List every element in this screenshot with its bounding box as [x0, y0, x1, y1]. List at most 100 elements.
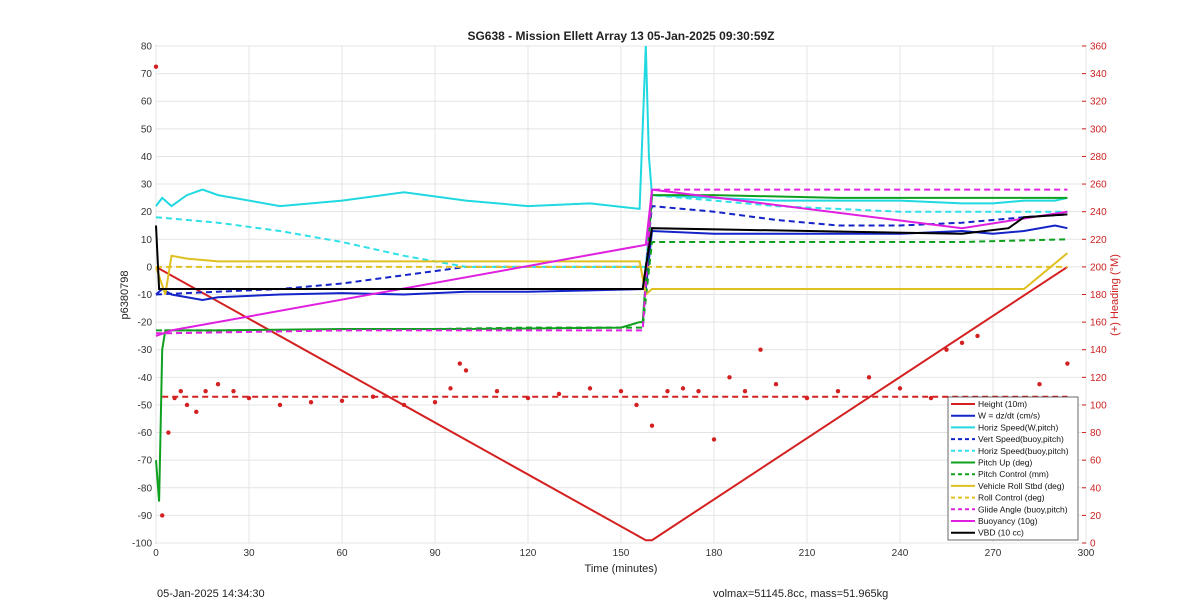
heading-point: [308, 399, 314, 405]
legend-entry: Height (10m): [978, 399, 1027, 409]
legend-entry: Vert Speed(buoy,pitch): [978, 434, 1064, 444]
y2-tick-label: 160: [1090, 318, 1107, 329]
series-pitch-up-deg: [155, 194, 1068, 502]
heading-point: [1065, 361, 1070, 366]
legend-entry: Vehicle Roll Stbd (deg): [978, 481, 1065, 491]
heading-point: [928, 395, 934, 401]
legend-box: [947, 396, 1079, 541]
y2-tick-label: 180: [1090, 290, 1107, 301]
heading-point: [457, 361, 462, 366]
x-tick-label: 270: [985, 548, 1002, 559]
heading-point: [494, 388, 500, 394]
y2-tick-label: 320: [1090, 97, 1107, 108]
y-tick-label: 50: [141, 124, 153, 135]
series-horiz-speed-w-pitch: [155, 45, 1068, 211]
y2-tick-label: 80: [1090, 428, 1102, 439]
heading-point: [618, 388, 624, 394]
heading-point: [203, 388, 208, 394]
series-horiz-speed-buoy-pitch: [155, 194, 1068, 268]
legend-entry: Pitch Up (deg): [978, 458, 1032, 468]
y-axis-ticks: 80 70 60 50 40 30 20 10 0 -10 -20 -30 -40 -50 -60 -70 -8…: [132, 42, 152, 550]
legend-entry: Horiz Speed(buoy,pitch): [978, 446, 1069, 456]
chart-title: SG638 - Mission Ellett Array 13 05-Jan-2…: [467, 29, 774, 43]
series-vbd-10-cc: [155, 213, 1068, 290]
series-height-10m: [155, 266, 1068, 542]
y-tick-label: -90: [138, 511, 153, 522]
x-tick-label: 60: [336, 548, 348, 559]
heading-point: [711, 437, 717, 442]
y-tick-label: -40: [138, 373, 153, 384]
x-tick-label: 180: [706, 548, 723, 559]
y2-tick-label: 0: [1090, 539, 1096, 550]
heading-point: [178, 388, 183, 394]
heading-point: [742, 388, 748, 394]
footer-stats: volmax=51145.8cc, mass=51.965kg: [713, 588, 889, 600]
y2-tick-label: 120: [1090, 373, 1107, 384]
y-tick-label: -30: [138, 345, 153, 356]
legend-entry: Pitch Control (mm): [978, 469, 1049, 479]
heading-point: [215, 382, 221, 387]
heading-point: [897, 386, 903, 391]
y2-tick-label: 260: [1090, 180, 1107, 191]
heading-point: [166, 430, 171, 435]
x-tick-label: 240: [892, 548, 909, 559]
y2-tick-label: 240: [1090, 207, 1107, 218]
x-tick-label: 150: [613, 548, 630, 559]
heading-point: [184, 402, 190, 408]
x-tick-label: 120: [520, 548, 537, 559]
y2-tick-label: 220: [1090, 235, 1107, 246]
heading-point: [432, 399, 438, 405]
y2-axis-ticks: 3603403203002802602402202001801601401201…: [1082, 42, 1107, 550]
legend-entry: Buoyancy (10g): [978, 516, 1038, 526]
x-tick-label: 0: [153, 548, 159, 559]
y-tick-label: -10: [138, 290, 153, 301]
y-tick-label: 80: [141, 42, 153, 53]
y-tick-label: 60: [141, 97, 153, 108]
y2-tick-label: 140: [1090, 345, 1107, 356]
x-tick-label: 300: [1078, 548, 1095, 559]
y-tick-label: -80: [138, 483, 153, 494]
y-tick-label: -70: [138, 456, 153, 467]
heading-point: [401, 402, 407, 408]
heading-point: [665, 388, 670, 394]
y-tick-label: -60: [138, 428, 153, 439]
y-tick-label: -50: [138, 400, 153, 411]
y2-tick-label: 340: [1090, 69, 1107, 80]
legend-entry: Horiz Speed(W,pitch): [978, 422, 1058, 432]
y-tick-label: -100: [132, 539, 152, 550]
heading-point: [556, 391, 562, 397]
heading-point: [758, 347, 763, 352]
y2-tick-label: 300: [1090, 124, 1107, 135]
heading-point: [194, 409, 199, 415]
legend-entry: Glide Angle (buoy,pitch): [978, 504, 1068, 514]
x-tick-label: 30: [243, 548, 255, 559]
heading-point: [944, 347, 949, 352]
series-buoyancy-10g: [155, 188, 1068, 337]
heading-point: [866, 375, 872, 380]
heading-point: [696, 388, 701, 394]
legend-entry: Roll Control (deg): [978, 493, 1045, 503]
heading-point: [277, 402, 283, 408]
heading-point: [1037, 382, 1042, 387]
heading-point: [153, 64, 159, 69]
heading-point: [634, 402, 639, 408]
heading-point: [339, 398, 345, 404]
y2-tick-label: 200: [1090, 262, 1107, 273]
y-tick-label: -20: [138, 318, 153, 329]
x-axis-label: Time (minutes): [585, 563, 658, 575]
series-layer: [153, 45, 1070, 542]
heading-point: [160, 513, 165, 518]
y-tick-label: 40: [141, 152, 153, 163]
series-pitch-control-mm: [156, 238, 1068, 332]
heading-point: [463, 368, 469, 373]
y2-tick-label: 360: [1090, 42, 1107, 53]
heading-point: [727, 375, 732, 380]
y2-tick-label: 20: [1090, 511, 1102, 522]
x-tick-label: 210: [799, 548, 816, 559]
y2-tick-label: 100: [1090, 400, 1107, 411]
y2-tick-label: 60: [1090, 456, 1102, 467]
y-tick-label: 70: [141, 69, 153, 80]
heading-point: [649, 423, 655, 428]
footer-timestamp: 05-Jan-2025 14:34:30: [157, 588, 265, 600]
